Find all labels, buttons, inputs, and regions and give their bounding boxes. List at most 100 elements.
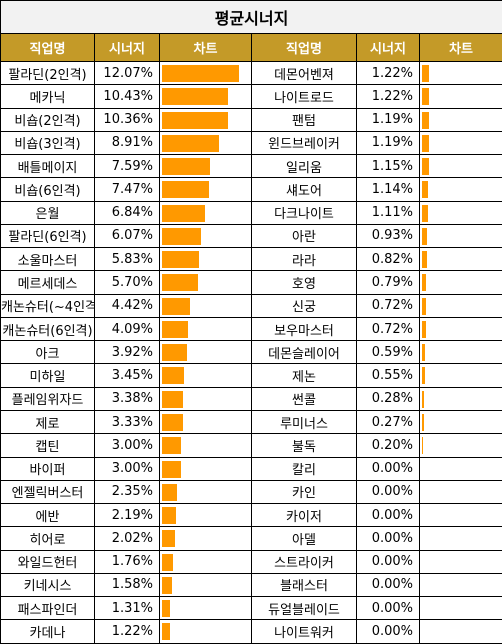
job-name-cell: 키네시스 [0, 572, 95, 598]
chart-bar-cell [159, 247, 252, 272]
synergy-bar [162, 483, 177, 501]
synergy-value-cell: 0.00% [356, 549, 420, 574]
synergy-bar [162, 367, 184, 385]
synergy-bar [162, 576, 173, 594]
chart-bar-cell [418, 572, 502, 598]
table-row: 히어로 2.02% 아델 0.00% [0, 526, 502, 551]
table-row: 에반 2.19% 카이저 0.00% [0, 503, 502, 528]
synergy-value-cell: 0.00% [356, 596, 420, 621]
synergy-value-cell: 0.00% [356, 572, 420, 598]
chart-bar-cell [418, 596, 502, 621]
synergy-value-cell: 10.43% [94, 84, 160, 109]
header-job-right: 직업명 [251, 33, 357, 62]
synergy-bar [162, 134, 219, 152]
synergy-value-cell: 0.00% [356, 479, 420, 505]
header-chart-left: 차트 [159, 33, 252, 62]
synergy-bar [422, 204, 429, 222]
chart-bar-cell [418, 526, 502, 551]
job-name-cell: 에반 [0, 503, 95, 528]
synergy-value-cell: 6.07% [94, 223, 160, 249]
job-name-cell: 썬콜 [251, 386, 357, 411]
synergy-value-cell: 7.59% [94, 154, 160, 179]
synergy-bar [162, 111, 228, 129]
synergy-value-cell: 1.11% [356, 200, 420, 225]
chart-bar-cell [418, 223, 502, 249]
chart-bar-cell [418, 386, 502, 411]
chart-bar-cell [418, 177, 502, 202]
synergy-bar [162, 530, 175, 548]
synergy-bar [422, 274, 427, 292]
synergy-value-cell: 0.00% [356, 456, 420, 481]
header-synergy-right: 시너지 [356, 33, 420, 62]
job-name-cell: 섀도어 [251, 177, 357, 202]
table-row: 팔라딘(2인격) 12.07% 데몬어벤져 1.22% [0, 60, 502, 86]
synergy-bar [422, 413, 424, 431]
table-row: 패스파인더 1.31% 듀얼블레이드 0.00% [0, 596, 502, 621]
synergy-value-cell: 4.42% [94, 293, 160, 318]
synergy-value-cell: 1.19% [356, 130, 420, 156]
chart-bar-cell [418, 503, 502, 528]
synergy-bar [422, 344, 426, 362]
chart-bar-cell [418, 60, 502, 86]
synergy-value-cell: 3.33% [94, 409, 160, 435]
synergy-bar [162, 344, 187, 362]
synergy-bar [162, 251, 199, 269]
synergy-bar [422, 227, 428, 245]
synergy-value-cell: 4.09% [94, 316, 160, 342]
job-name-cell: 나이트워커 [251, 619, 357, 644]
chart-bar-cell [159, 526, 252, 551]
job-name-cell: 캡틴 [0, 433, 95, 458]
chart-bar-cell [159, 549, 252, 574]
synergy-bar [422, 181, 429, 199]
synergy-value-cell: 0.59% [356, 340, 420, 365]
synergy-value-cell: 1.14% [356, 177, 420, 202]
chart-bar-cell [159, 619, 252, 644]
chart-bar-cell [418, 433, 502, 458]
synergy-bar [162, 227, 201, 245]
synergy-bar [422, 367, 426, 385]
job-name-cell: 블래스터 [251, 572, 357, 598]
job-name-cell: 와일드헌터 [0, 549, 95, 574]
chart-bar-cell [418, 316, 502, 342]
table-row: 플레임위자드 3.38% 썬콜 0.28% [0, 386, 502, 411]
table-row: 캐논슈터(6인격) 4.09% 보우마스터 0.72% [0, 316, 502, 342]
chart-bar-cell [159, 479, 252, 505]
job-name-cell: 소울마스터 [0, 247, 95, 272]
table-row: 엔젤릭버스터 2.35% 카인 0.00% [0, 479, 502, 505]
synergy-value-cell: 2.35% [94, 479, 160, 505]
chart-title: 평균시너지 [0, 0, 502, 34]
job-name-cell: 라라 [251, 247, 357, 272]
job-name-cell: 데몬슬레이어 [251, 340, 357, 365]
synergy-bar [422, 65, 429, 82]
synergy-value-cell: 0.72% [356, 316, 420, 342]
synergy-bar [162, 158, 211, 176]
job-name-cell: 엔젤릭버스터 [0, 479, 95, 505]
chart-bar-cell [159, 316, 252, 342]
chart-bar-cell [159, 596, 252, 621]
chart-bar-cell [159, 409, 252, 435]
synergy-value-cell: 0.79% [356, 270, 420, 295]
synergy-bar [162, 274, 199, 292]
synergy-value-cell: 2.19% [94, 503, 160, 528]
job-name-cell: 나이트로드 [251, 84, 357, 109]
job-name-cell: 카데나 [0, 619, 95, 644]
chart-bar-cell [159, 223, 252, 249]
job-name-cell: 팔라딘(6인격) [0, 223, 95, 249]
chart-bar-cell [159, 84, 252, 109]
chart-bar-cell [418, 130, 502, 156]
synergy-bar [162, 437, 182, 455]
synergy-value-cell: 12.07% [94, 60, 160, 86]
synergy-value-cell: 1.19% [356, 107, 420, 132]
chart-bar-cell [418, 247, 502, 272]
chart-bar-cell [159, 107, 252, 132]
synergy-value-cell: 5.83% [94, 247, 160, 272]
table-row: 메카닉 10.43% 나이트로드 1.22% [0, 84, 502, 109]
synergy-value-cell: 1.22% [94, 619, 160, 644]
chart-bar-cell [159, 503, 252, 528]
synergy-bar [162, 320, 188, 338]
job-name-cell: 보우마스터 [251, 316, 357, 342]
synergy-value-cell: 0.28% [356, 386, 420, 411]
synergy-bar [422, 437, 424, 455]
synergy-value-cell: 3.45% [94, 363, 160, 388]
